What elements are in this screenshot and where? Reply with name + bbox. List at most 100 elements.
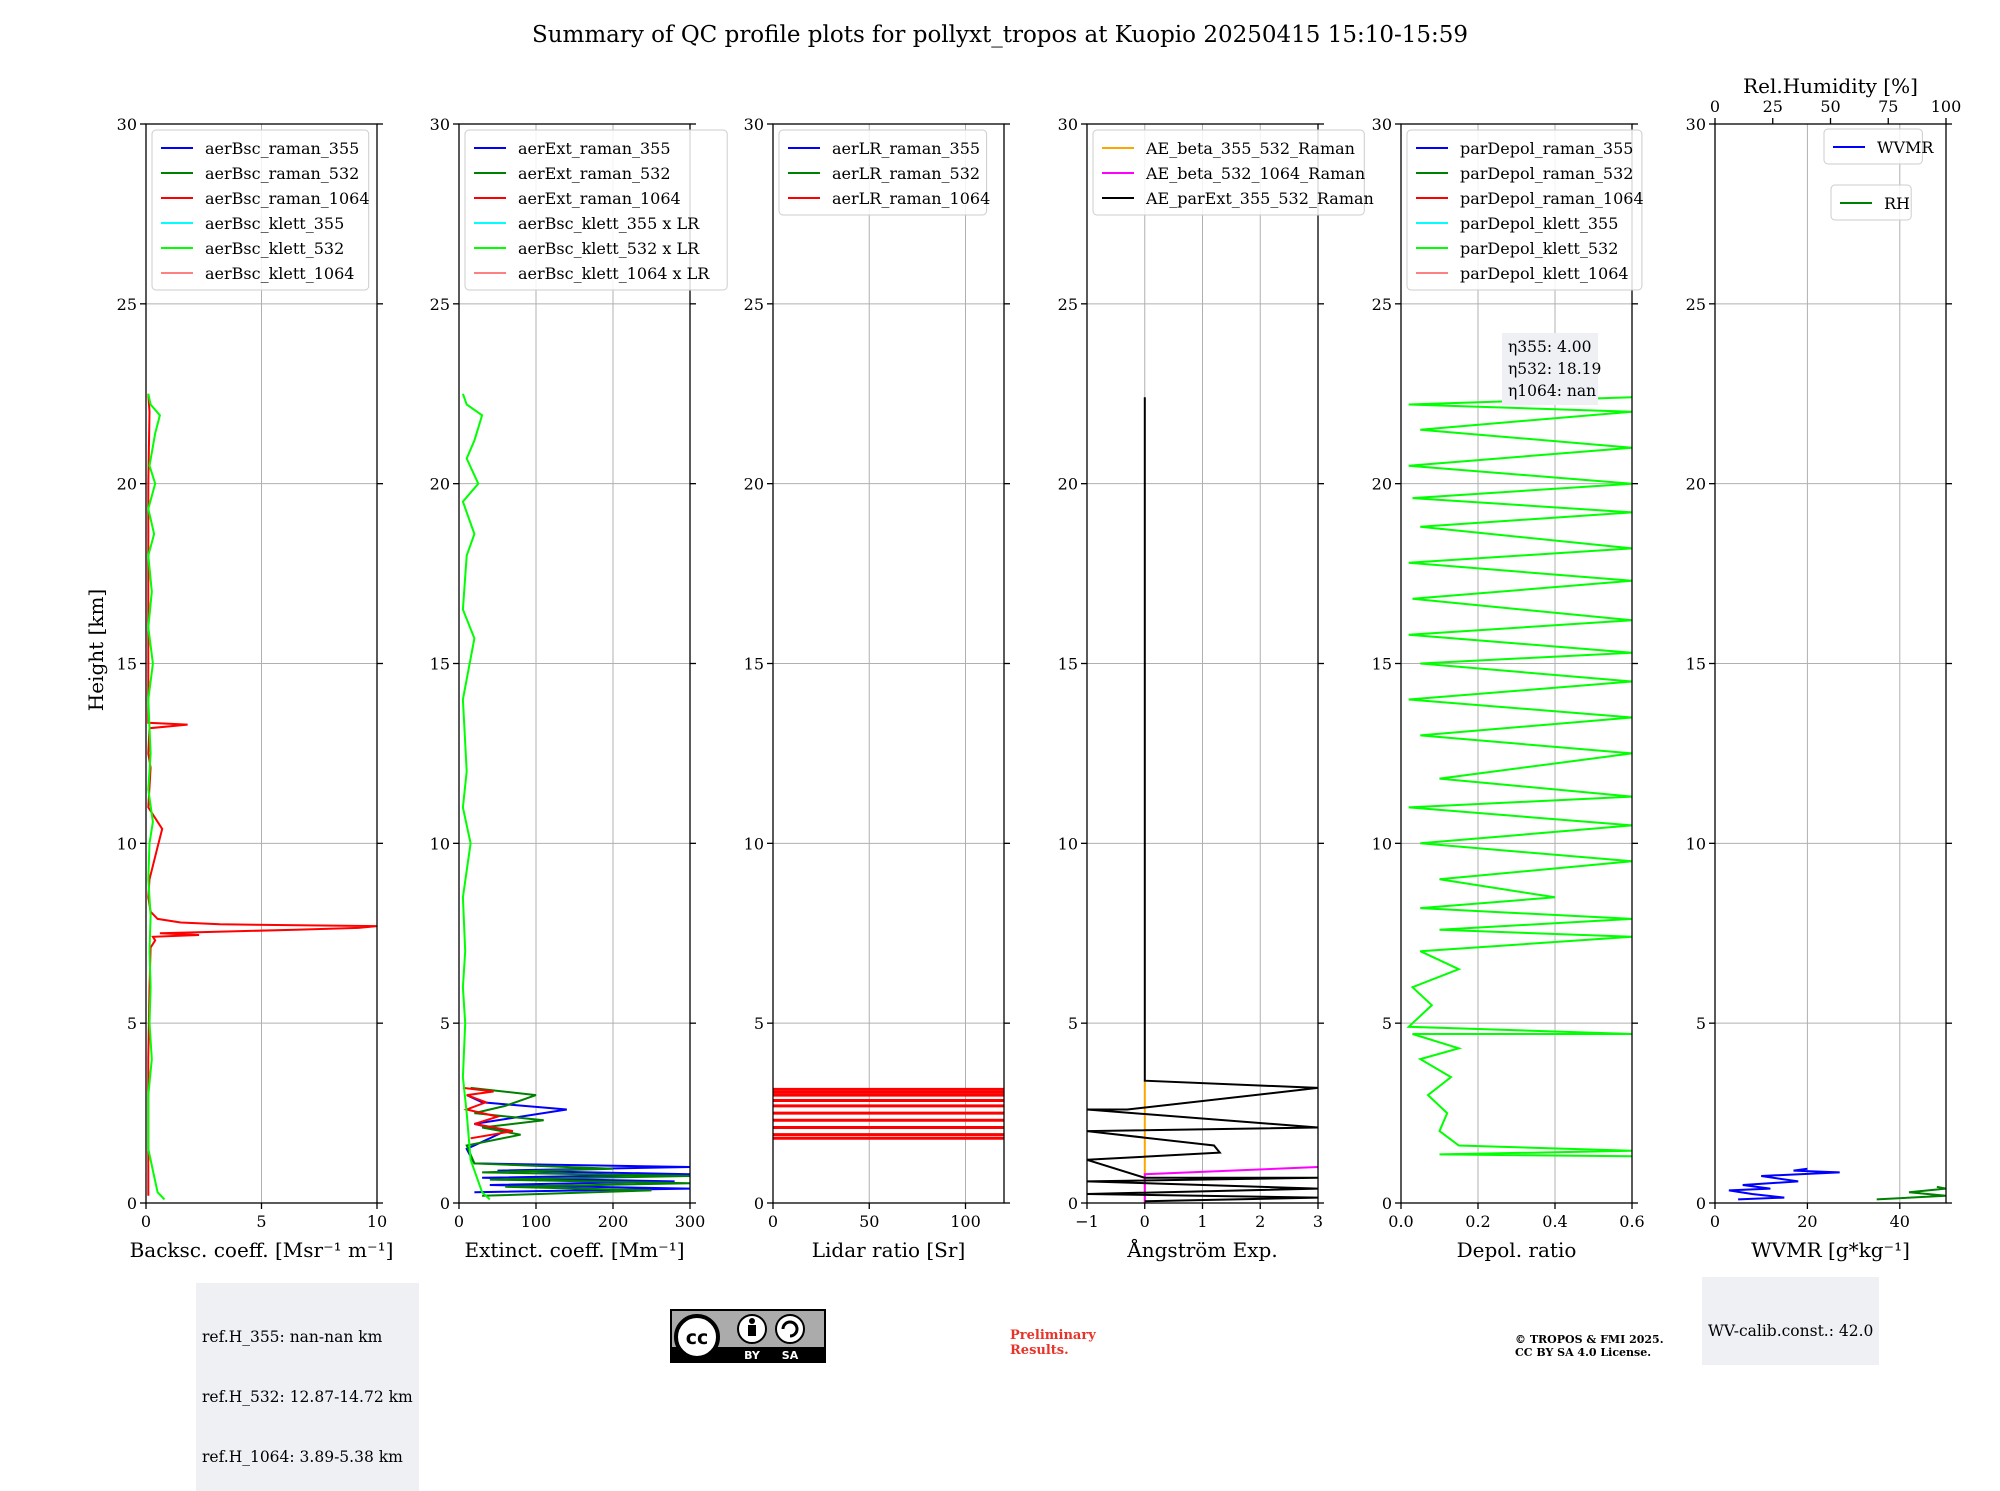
y-tick-label: 10 [1058,834,1078,853]
panel-1: 0 5 10 15 20 25 30 0 5 10 Backsc. coeff. [Msr⁻¹ m⁻… [117,115,394,1262]
y-tick-label: 0 [127,1194,137,1213]
y-tick-label: 20 [1058,475,1078,494]
y-tick-label: 30 [117,115,137,134]
x2-axis-label: Rel.Humidity [%] [1743,74,1918,98]
y-tick-label: 10 [744,834,764,853]
legend-label: aerExt_raman_532 [518,164,671,183]
ref-height-355: ref.H_355: nan-nan km [202,1328,383,1346]
series-line-aerExt_raman_355 [465,1094,690,1194]
eta-label: η1064: nan [1508,382,1596,400]
x-tick-label: 0 [1140,1212,1150,1231]
y-tick-label: 5 [1696,1014,1706,1033]
y-tick-label: 30 [1372,115,1392,134]
legend [151,129,370,291]
y-tick-label: 30 [744,115,764,134]
legend-label: aerBsc_klett_1064 [205,264,354,283]
y-tick-label: 20 [744,475,764,494]
eta-box [1502,333,1598,405]
x2-tick-label: 100 [1931,97,1962,116]
legend-label: parDepol_klett_1064 [1460,264,1629,283]
x-axis-label: Lidar ratio [Sr] [812,1238,966,1262]
x-tick-label: 0 [454,1212,464,1231]
y-tick-label: 25 [1372,295,1392,314]
legend-label: parDepol_raman_355 [1460,139,1633,158]
x2-tick-label: 0 [1710,97,1720,116]
preliminary-note: Preliminary Results. [1010,1328,1096,1358]
y-tick-label: 5 [754,1014,764,1033]
y-tick-label: 25 [430,295,450,314]
y-tick-label: 15 [430,655,450,674]
y-tick-label: 25 [1058,295,1078,314]
y-tick-label: 0 [754,1194,764,1213]
legend-label: aerLR_raman_355 [832,139,980,158]
y-tick-label: 30 [1686,115,1706,134]
x-tick-label: 0.2 [1465,1212,1490,1231]
x-tick-label: 0 [1710,1212,1720,1231]
x-tick-label: 0.0 [1388,1212,1413,1231]
legend-label: aerExt_raman_1064 [518,189,681,208]
wv-calib-const: WV-calib.const.: 42.0 [1708,1322,1874,1340]
x-tick-label: 3 [1313,1212,1323,1231]
series-line-RH [1876,1185,1946,1201]
series-group [1728,1167,1946,1201]
x-tick-label: 10 [367,1212,387,1231]
y-tick-label: 20 [430,475,450,494]
x2-tick-label: 50 [1820,97,1840,116]
y-tick-label: 20 [117,475,137,494]
legend-label: parDepol_klett_355 [1460,214,1618,233]
wv-calib-box: WV-calib.const.: 42.0 [1702,1277,1880,1365]
y-tick-label: 15 [744,655,764,674]
x-tick-label: −1 [1075,1212,1099,1231]
y-tick-label: 10 [430,834,450,853]
legend-label: aerBsc_klett_532 [205,239,344,258]
series-line-WVMR [1728,1167,1840,1201]
legend-label: parDepol_raman_1064 [1460,189,1644,208]
x-tick-label: 100 [950,1212,981,1231]
y-tick-label: 5 [1068,1014,1078,1033]
y-tick-label: 10 [1686,834,1706,853]
preliminary-line1: Preliminary [1010,1328,1096,1343]
copyright-line2: CC BY SA 4.0 License. [1515,1346,1652,1359]
x-tick-label: 200 [598,1212,629,1231]
ref-height-1064: ref.H_1064: 3.89-5.38 km [202,1448,403,1466]
copyright-note: © TROPOS & FMI 2025. CC BY SA 4.0 Licens… [1515,1333,1664,1359]
legend-label: aerBsc_klett_1064 x LR [518,264,710,283]
x2-tick-label: 75 [1878,97,1898,116]
x-tick-label: 40 [1890,1212,1910,1231]
x-tick-label: 300 [675,1212,706,1231]
y-axis-label: Height [km] [84,589,108,711]
x-tick-label: 5 [256,1212,266,1231]
cc-by-sa-logo: cc BY SA [670,1309,826,1363]
legend [778,129,988,216]
series-group [1087,397,1318,1203]
y-tick-label: 15 [1372,655,1392,674]
series-group [461,393,690,1201]
eta-label: η355: 4.00 [1508,338,1592,356]
figure-title: Summary of QC profile plots for pollyxt_… [531,22,1469,48]
legend-label: aerBsc_raman_355 [205,139,359,158]
series-line-aerBsc_klett_532 x LR [461,393,491,1201]
y-tick-label: 15 [1058,655,1078,674]
x-tick-label: 1 [1197,1212,1207,1231]
legend-label: parDepol_klett_532 [1460,239,1618,258]
series-group [773,1087,1004,1140]
x2-tick-label: 25 [1763,97,1783,116]
legend-label: aerBsc_klett_355 [205,214,344,233]
y-tick-label: 25 [744,295,764,314]
y-tick-label: 0 [440,1194,450,1213]
ref-heights-box: ref.H_355: nan-nan km ref.H_532: 12.87-1… [196,1283,419,1491]
y-tick-label: 30 [1058,115,1078,134]
x-tick-label: 0 [141,1212,151,1231]
legend [464,129,728,291]
x-tick-label: 100 [521,1212,552,1231]
copyright-line1: © TROPOS & FMI 2025. [1515,1333,1664,1346]
x-axis-label: Backsc. coeff. [Msr⁻¹ m⁻¹] [130,1238,394,1262]
legend-label: AE_beta_355_532_Raman [1145,139,1355,158]
legend-label: parDepol_raman_532 [1460,164,1633,183]
legend [1823,128,1923,165]
svg-text:cc: cc [686,1327,709,1349]
x-tick-label: 20 [1797,1212,1817,1231]
y-tick-label: 30 [430,115,450,134]
